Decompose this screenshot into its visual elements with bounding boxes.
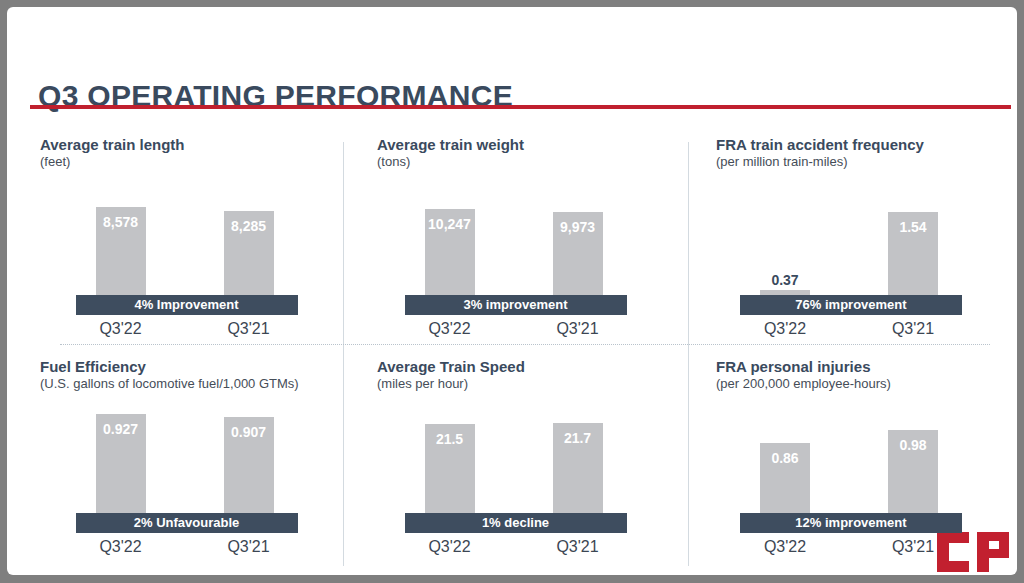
x-label-q3-22: Q3'22	[76, 320, 166, 338]
chart-header: Fuel Efficiency (U.S. gallons of locomot…	[30, 357, 343, 392]
bar-value-label: 8,285	[224, 218, 274, 234]
bar-plot: 21.5 21.7 1% decline	[405, 413, 627, 533]
chart-title: FRA personal injuries	[716, 357, 1014, 376]
x-label-q3-22: Q3'22	[740, 320, 830, 338]
plot-block: 0.927 0.907 2% Unfavourable Q3'22 Q3'21	[30, 413, 343, 558]
change-banner: 76% improvement	[740, 295, 962, 315]
plot-block: 21.5 21.7 1% decline Q3'22 Q3'21	[343, 413, 688, 558]
chart-title: Fuel Efficiency	[40, 357, 343, 376]
chart-average-train-length: Average train length (feet) 8,578 8,285 …	[30, 130, 343, 344]
chart-title: Average Train Speed	[377, 357, 688, 376]
bar-plot: 0.37 1.54 76% improvement	[740, 203, 962, 315]
chart-title: Average train length	[40, 135, 343, 154]
change-banner: 1% decline	[405, 513, 627, 533]
chart-average-train-speed: Average Train Speed (miles per hour) 21.…	[343, 344, 688, 566]
x-axis-labels: Q3'22 Q3'21	[76, 536, 298, 558]
bar-value-label: 0.98	[888, 437, 938, 453]
bar-value-label: 9,973	[553, 219, 603, 235]
bar-value-label: 10,247	[425, 216, 475, 232]
chart-subtitle: (per 200,000 employee-hours)	[716, 376, 986, 392]
bar-value-label: 1.54	[888, 219, 938, 235]
cp-logo-letter-p	[977, 532, 1009, 572]
chart-subtitle: (feet)	[40, 154, 310, 170]
x-label-q3-21: Q3'21	[204, 538, 294, 556]
change-banner: 12% improvement	[740, 513, 962, 533]
bar-value-label: 21.7	[553, 430, 603, 446]
x-axis-labels: Q3'22 Q3'21	[740, 536, 962, 558]
x-axis-labels: Q3'22 Q3'21	[740, 318, 962, 340]
chart-title: Average train weight	[377, 135, 688, 154]
bar-value-label: 21.5	[425, 431, 475, 447]
x-label-q3-22: Q3'22	[405, 538, 495, 556]
chart-subtitle: (miles per hour)	[377, 376, 647, 392]
chart-header: FRA train accident frequency (per millio…	[688, 135, 1014, 170]
chart-subtitle: (U.S. gallons of locomotive fuel/1,000 G…	[40, 376, 310, 392]
chart-header: Average train length (feet)	[30, 135, 343, 170]
bar-plot: 0.927 0.907 2% Unfavourable	[76, 413, 298, 533]
chart-header: Average train weight (tons)	[343, 135, 688, 170]
bar-plot: 0.86 0.98 12% improvement	[740, 413, 962, 533]
change-banner: 2% Unfavourable	[76, 513, 298, 533]
chart-title: FRA train accident frequency	[716, 135, 1014, 154]
plot-block: 10,247 9,973 3% improvement Q3'22 Q3'21	[343, 203, 688, 340]
bar-value-label: 0.86	[760, 450, 810, 466]
x-axis-labels: Q3'22 Q3'21	[405, 536, 627, 558]
chart-header: Average Train Speed (miles per hour)	[343, 357, 688, 392]
x-axis-labels: Q3'22 Q3'21	[405, 318, 627, 340]
x-label-q3-21: Q3'21	[204, 320, 294, 338]
bar-value-label: 8,578	[96, 214, 146, 230]
x-label-q3-22: Q3'22	[76, 538, 166, 556]
change-banner: 3% improvement	[405, 295, 627, 315]
x-axis-labels: Q3'22 Q3'21	[76, 318, 298, 340]
bar-value-label: 0.907	[224, 424, 274, 440]
bar-plot: 8,578 8,285 4% Improvement	[76, 203, 298, 315]
charts-grid: Average train length (feet) 8,578 8,285 …	[30, 130, 1014, 566]
x-label-q3-21: Q3'21	[533, 320, 623, 338]
chart-fra-train-accident-frequency: FRA train accident frequency (per millio…	[688, 130, 1014, 344]
screen-frame: Q3 OPERATING PERFORMANCE Average train l…	[0, 0, 1024, 583]
cp-rail-logo	[937, 532, 1009, 572]
chart-header: FRA personal injuries (per 200,000 emplo…	[688, 357, 1014, 392]
x-label-q3-21: Q3'21	[533, 538, 623, 556]
chart-subtitle: (per million train-miles)	[716, 154, 986, 170]
cp-logo-letter-c	[937, 532, 969, 572]
plot-block: 0.37 1.54 76% improvement Q3'22 Q3'21	[688, 203, 1014, 340]
bar-value-label: 0.927	[96, 421, 146, 437]
title-underline-rule	[30, 105, 1011, 109]
bar-value-label: 0.37	[760, 272, 810, 288]
plot-block: 8,578 8,285 4% Improvement Q3'22 Q3'21	[30, 203, 343, 340]
x-label-q3-21: Q3'21	[868, 320, 958, 338]
x-label-q3-22: Q3'22	[740, 538, 830, 556]
bar-plot: 10,247 9,973 3% improvement	[405, 203, 627, 315]
chart-fuel-efficiency: Fuel Efficiency (U.S. gallons of locomot…	[30, 344, 343, 566]
chart-subtitle: (tons)	[377, 154, 647, 170]
chart-average-train-weight: Average train weight (tons) 10,247 9,973…	[343, 130, 688, 344]
presentation-slide: Q3 OPERATING PERFORMANCE Average train l…	[7, 7, 1017, 575]
change-banner: 4% Improvement	[76, 295, 298, 315]
x-label-q3-22: Q3'22	[405, 320, 495, 338]
